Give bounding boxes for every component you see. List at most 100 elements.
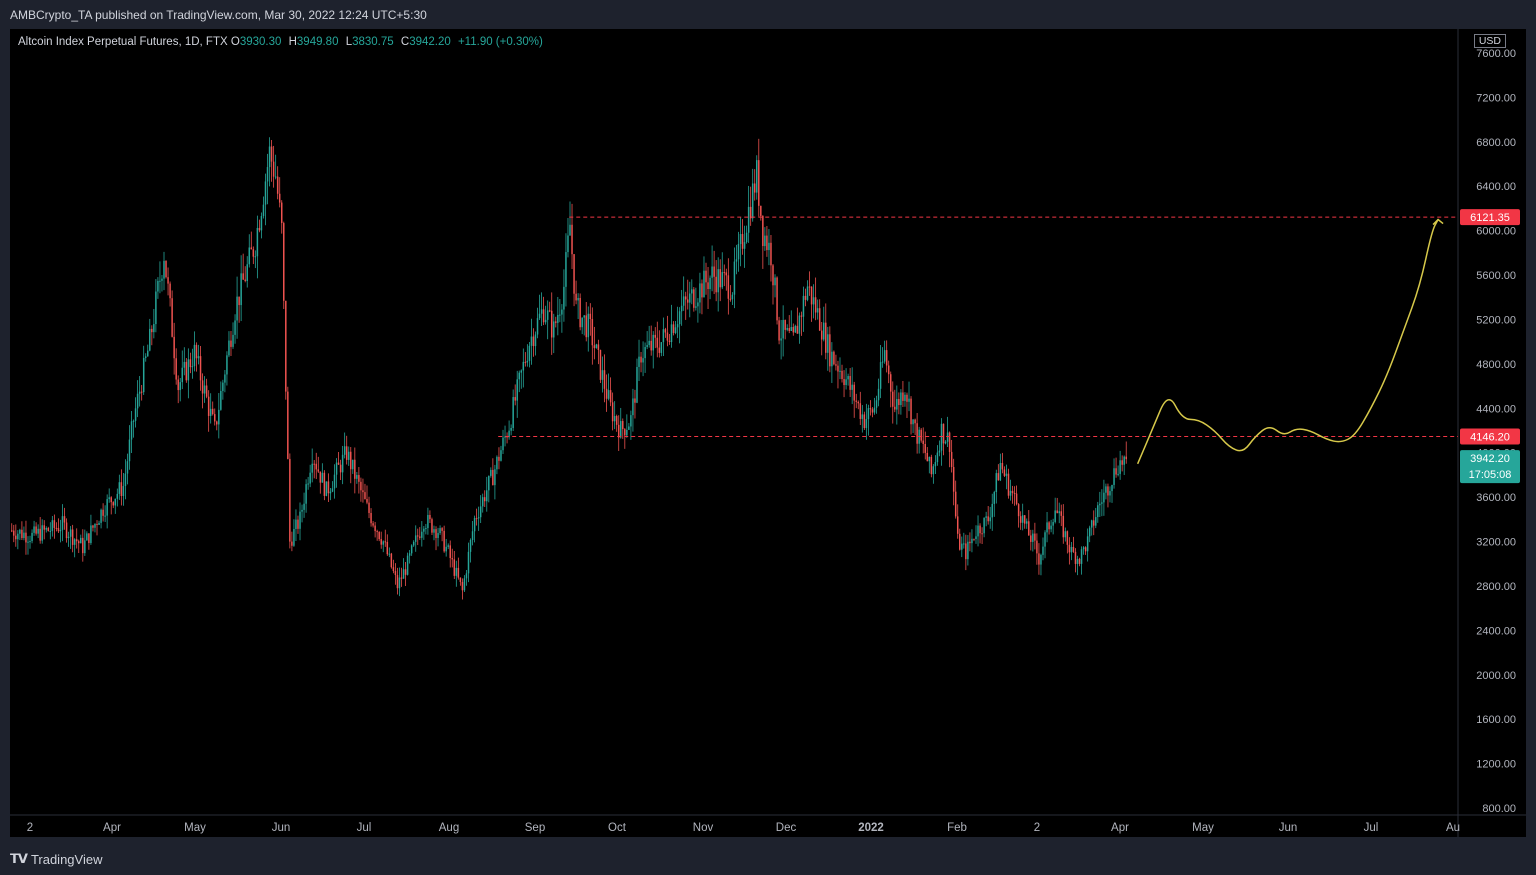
candle-body bbox=[691, 289, 693, 294]
x-tick-label: Sep bbox=[525, 822, 545, 834]
y-tick-label: 1600.00 bbox=[1476, 714, 1516, 726]
candle-body bbox=[975, 536, 977, 540]
candle-body bbox=[165, 260, 167, 278]
legend-high: 3949.80 bbox=[296, 36, 339, 48]
candle-body bbox=[276, 176, 279, 194]
candle-body bbox=[343, 446, 346, 455]
candle-body bbox=[1119, 460, 1121, 474]
candle-body bbox=[1034, 533, 1036, 541]
candle-body bbox=[1021, 515, 1024, 523]
candle-body bbox=[463, 578, 466, 591]
candle-body bbox=[19, 529, 21, 534]
candle-body bbox=[865, 419, 868, 429]
candle-body bbox=[266, 167, 269, 182]
candle-body bbox=[333, 474, 336, 489]
candle-body bbox=[887, 365, 890, 375]
candle-body bbox=[640, 356, 642, 363]
candle-body bbox=[1072, 546, 1075, 552]
tradingview-brand[interactable]: 𝗧𝗩 TradingView bbox=[10, 851, 102, 867]
candle-body bbox=[772, 265, 774, 286]
candle-body bbox=[490, 469, 492, 476]
candle-body bbox=[823, 322, 825, 340]
candle-body bbox=[682, 296, 685, 306]
candle-body bbox=[636, 366, 638, 403]
candle-body bbox=[634, 398, 636, 403]
candle-body bbox=[1125, 456, 1127, 460]
candle-body bbox=[75, 539, 78, 542]
candle-body bbox=[153, 324, 155, 333]
candle-body bbox=[427, 514, 429, 529]
publish-header: AMBCrypto_TA published on TradingView.co… bbox=[0, 0, 1536, 29]
candle-body bbox=[788, 328, 790, 331]
candle-body bbox=[315, 463, 317, 470]
candle-body bbox=[536, 318, 539, 335]
y-tick-label: 6400.00 bbox=[1476, 181, 1516, 193]
candle-body bbox=[591, 319, 594, 346]
candle-body bbox=[877, 388, 880, 401]
candle-body bbox=[954, 491, 957, 517]
candle-body bbox=[502, 437, 504, 451]
candle-body bbox=[599, 349, 602, 380]
candle-body bbox=[159, 280, 161, 282]
candle-body bbox=[1115, 468, 1117, 475]
candle-body bbox=[364, 492, 366, 499]
candle-body bbox=[193, 344, 196, 367]
candle-body bbox=[733, 261, 736, 295]
candle-body bbox=[392, 567, 395, 572]
candle-body bbox=[693, 289, 695, 308]
candle-body bbox=[39, 528, 41, 541]
candle-body bbox=[664, 329, 667, 333]
y-tick-label: 4400.00 bbox=[1476, 403, 1516, 415]
candle-body bbox=[961, 543, 963, 550]
candle-body bbox=[96, 523, 98, 525]
candle-body bbox=[719, 269, 721, 288]
chart-pane[interactable]: 7600.00 7200.00 6800.00 6400.00 6000.00 5600.… bbox=[10, 29, 1526, 837]
candle-body bbox=[956, 516, 959, 534]
legend-close: 3942.20 bbox=[409, 36, 451, 48]
candle-body bbox=[51, 520, 54, 531]
candle-body bbox=[244, 279, 246, 281]
candle-body bbox=[419, 536, 421, 538]
candle-body bbox=[21, 529, 23, 539]
candle-body bbox=[908, 398, 910, 402]
candle-body bbox=[77, 541, 80, 544]
candle-body bbox=[311, 463, 313, 473]
currency-selector[interactable]: USD bbox=[1473, 34, 1506, 48]
candle-body bbox=[601, 370, 604, 380]
candle-body bbox=[23, 532, 25, 539]
candle-body bbox=[555, 321, 557, 323]
candle-body bbox=[573, 254, 575, 294]
candle-body bbox=[670, 324, 673, 343]
candle-body bbox=[971, 538, 973, 544]
candle-body bbox=[942, 423, 945, 444]
candle-body bbox=[999, 462, 1002, 481]
candle-body bbox=[678, 311, 681, 325]
candle-body bbox=[508, 430, 510, 438]
candle-body bbox=[920, 429, 922, 441]
y-tick-label: 5600.00 bbox=[1476, 270, 1516, 282]
candle-body bbox=[569, 224, 571, 236]
level-price-label: 6121.35 bbox=[1470, 212, 1510, 224]
candle-body bbox=[195, 344, 198, 359]
candle-body bbox=[224, 374, 226, 383]
candle-body bbox=[86, 533, 88, 541]
candle-body bbox=[725, 272, 728, 276]
candle-body bbox=[1050, 525, 1052, 530]
candle-body bbox=[792, 327, 795, 333]
candle-body bbox=[360, 481, 362, 491]
candle-body bbox=[1011, 490, 1014, 494]
candle-body bbox=[581, 317, 583, 328]
candle-body bbox=[896, 399, 898, 410]
candle-body bbox=[138, 391, 141, 394]
candle-body bbox=[264, 181, 267, 205]
candle-body bbox=[544, 319, 547, 323]
price-chart[interactable]: 7600.00 7200.00 6800.00 6400.00 6000.00 5600.… bbox=[10, 29, 1526, 837]
candle-body bbox=[711, 266, 713, 278]
candle-body bbox=[652, 334, 654, 351]
candle-body bbox=[1038, 553, 1040, 565]
candle-body bbox=[959, 533, 961, 550]
candle-body bbox=[128, 439, 131, 462]
candle-body bbox=[313, 463, 315, 465]
candle-body bbox=[258, 227, 261, 231]
candle-body bbox=[875, 400, 878, 408]
